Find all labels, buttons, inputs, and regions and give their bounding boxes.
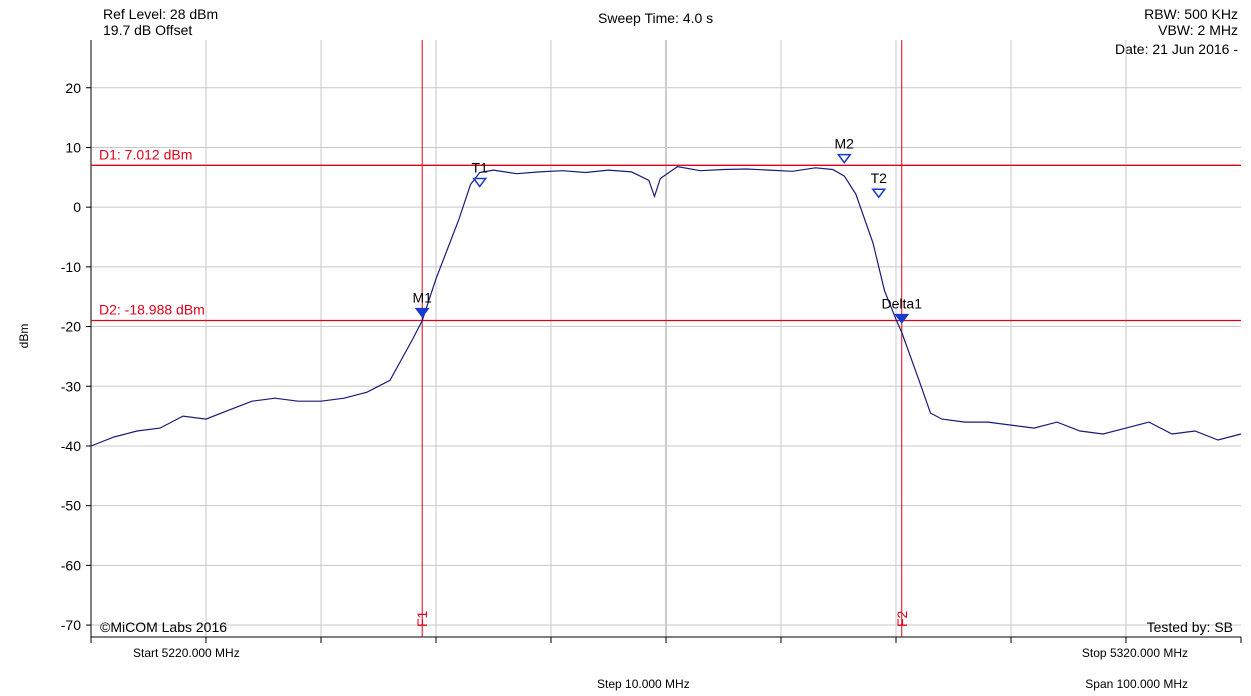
y-tick-label: -50 <box>61 498 81 514</box>
stop-frequency-text: Stop 5320.000 MHz <box>1082 646 1188 660</box>
axes: 20 10 0 -10 -20 -30 -40 -50 -60 -70 <box>61 40 1242 643</box>
start-frequency-text: Start 5220.000 MHz <box>133 646 240 660</box>
reference-lines: D1: 7.012 dBm D2: -18.988 dBm <box>91 146 1241 322</box>
ref-level-text: Ref Level: 28 dBm <box>103 6 219 22</box>
vbw-text: VBW: 2 MHz <box>1158 22 1238 38</box>
reference-line-label: D2: -18.988 dBm <box>99 302 205 318</box>
rbw-text: RBW: 500 KHz <box>1144 6 1238 22</box>
reference-line-label: D1: 7.012 dBm <box>99 146 192 162</box>
step-text: Step 10.000 MHz <box>597 677 690 691</box>
marker-label: T2 <box>871 170 888 186</box>
marker-t1 <box>472 177 488 188</box>
y-tick-label: 10 <box>65 139 81 155</box>
y-tick-label: -10 <box>61 259 81 275</box>
marker-m1 <box>414 307 430 318</box>
y-tick-label: -30 <box>61 378 81 394</box>
marker-label: T1 <box>472 159 489 175</box>
marker-label: Delta1 <box>882 296 923 312</box>
copyright-text: ©MiCOM Labs 2016 <box>100 619 227 635</box>
y-tick-label: 0 <box>73 199 81 215</box>
span-text: Span 100.000 MHz <box>1085 677 1188 691</box>
y-tick-label: -20 <box>61 319 81 335</box>
y-axis-label: dBm <box>17 324 31 349</box>
markers: T1 M2 T2 M1 Delta1 <box>412 136 923 324</box>
tested-by-text: Tested by: SB <box>1147 619 1233 635</box>
marker-m2 <box>836 153 852 164</box>
y-tick-label: -70 <box>61 617 81 633</box>
offset-text: 19.7 dB Offset <box>103 22 193 38</box>
date-text: Date: 21 Jun 2016 - <box>1115 41 1238 57</box>
marker-label: M1 <box>412 290 432 306</box>
grid <box>91 40 1241 637</box>
frequency-line-label: F2 <box>894 610 910 627</box>
y-tick-label: -40 <box>61 438 81 454</box>
series-line <box>90 165 1242 447</box>
sweep-time-text: Sweep Time: 4.0 s <box>598 10 714 26</box>
y-tick-label: 20 <box>65 80 81 96</box>
frequency-lines: F1 F2 <box>414 40 910 637</box>
marker-label: M2 <box>835 136 855 152</box>
marker-delta1 <box>894 313 910 324</box>
y-tick-label: -60 <box>61 557 81 573</box>
frequency-line-label: F1 <box>414 610 430 627</box>
marker-t2 <box>871 188 887 199</box>
